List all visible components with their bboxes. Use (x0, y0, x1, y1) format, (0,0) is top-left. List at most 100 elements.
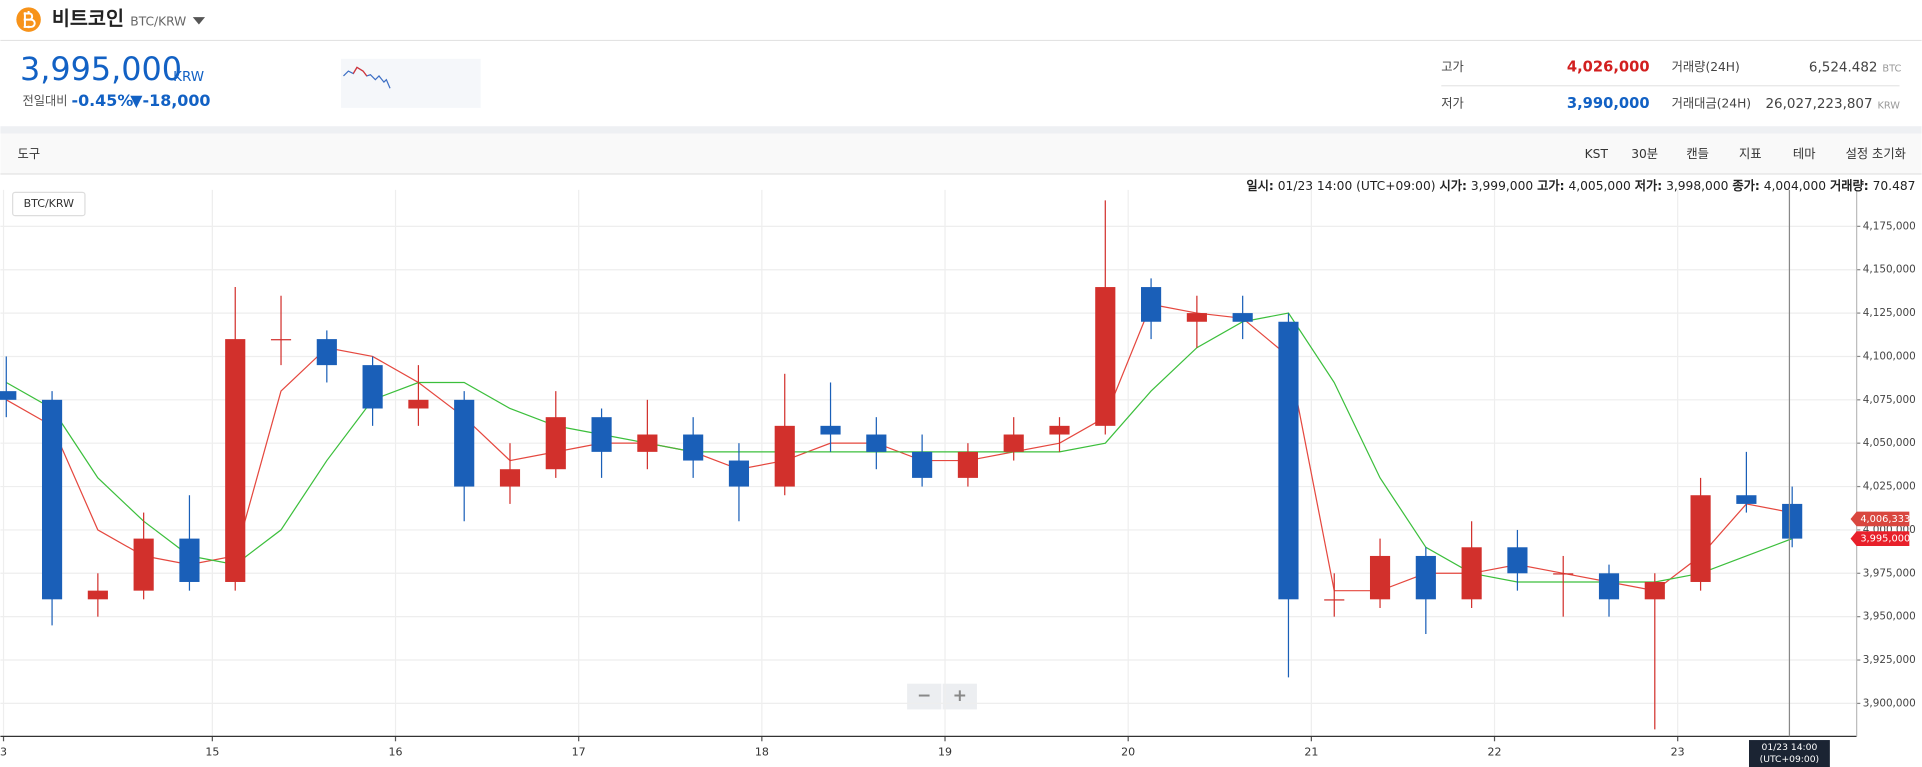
x-tick-label: 22 (1488, 745, 1502, 758)
candle-body (408, 399, 429, 409)
candle-body (1186, 313, 1207, 322)
zoom-out[interactable] (907, 683, 942, 710)
coin-symbol (23, 11, 36, 29)
candle-body (1141, 287, 1162, 322)
candle-body (179, 538, 200, 582)
price: 3,995,000 (20, 50, 182, 88)
coin-name: 비트코인 (52, 7, 124, 30)
candle-body (1461, 547, 1482, 600)
candle-body (545, 417, 566, 470)
plot: 3,900,000 3,925,000 3,950,000 3,975,000 4,00… (0, 178, 1916, 767)
x-tick-label: 19 (938, 745, 952, 758)
candle-body (225, 339, 246, 582)
price-tag (1850, 531, 1910, 546)
symbol-label: BTC/KRW (24, 197, 74, 210)
info-label: 종가: (1732, 178, 1759, 193)
y-tick-label: 4,100,000 (1863, 350, 1916, 362)
candle-body (1049, 425, 1070, 435)
candle-body (270, 339, 292, 341)
candle-body (637, 434, 658, 452)
symbol-box (12, 191, 86, 217)
candle-body (362, 365, 383, 409)
candle-body (87, 590, 108, 600)
candle-body (1598, 573, 1620, 600)
candle-body (499, 469, 521, 487)
info-value: 70.487 (1873, 179, 1916, 193)
candle-body (1736, 495, 1757, 504)
volume-unit: BTC (1882, 64, 1901, 75)
y-tick-label: 3,950,000 (1863, 611, 1916, 623)
high-label: 고가 (1441, 60, 1464, 74)
x-tick-label: 3 (0, 745, 7, 758)
candle-body (1644, 581, 1665, 600)
candle-body (1324, 599, 1345, 601)
price-tag-label: 3,995,000 (1860, 534, 1910, 545)
y-tick-label: 3,900,000 (1863, 697, 1916, 709)
price-unit: KRW (173, 69, 204, 85)
y-tick-label: 4,025,000 (1863, 481, 1916, 493)
y-tick-label: 4,125,000 (1863, 307, 1916, 319)
reset-button[interactable]: 설정 초기화 (1846, 147, 1906, 161)
candle-body (1782, 503, 1803, 539)
zoom-in[interactable] (942, 683, 977, 710)
candle-body (316, 339, 337, 366)
dropdown-arrow[interactable] (192, 17, 206, 25)
crosshair-label: (UTC+09:00) (1760, 754, 1819, 765)
shadow (0, 126, 1922, 134)
y-tick-label: 4,150,000 (1863, 264, 1916, 276)
sparkline (343, 66, 391, 89)
zoom-out-label: − (917, 686, 931, 706)
toolbar-item[interactable]: 테마 (1793, 147, 1816, 161)
candle-body (957, 451, 978, 478)
candle-body (1278, 321, 1299, 600)
candle-body (1095, 287, 1116, 426)
info-value: 01/23 14:00 (UTC+09:00) (1278, 179, 1436, 193)
info-value: 4,005,000 (1568, 179, 1630, 193)
price-tag (1850, 511, 1910, 527)
y-tick-label: 4,075,000 (1863, 394, 1916, 406)
change-abs: ▼-18,000 (130, 91, 210, 110)
x-tick-label: 16 (388, 745, 402, 758)
tools-menu[interactable]: 도구 (18, 147, 41, 161)
info-label: 시가: (1439, 178, 1466, 193)
candle-body (591, 417, 612, 452)
volume-label: 거래량(24H) (1672, 60, 1740, 74)
info-label: 고가: (1537, 178, 1564, 193)
amount-unit: KRW (1877, 100, 1900, 111)
candle-body (1690, 495, 1711, 582)
candle-body (41, 399, 63, 600)
y-tick-label: 3,925,000 (1863, 654, 1916, 666)
x-tick-label: 21 (1304, 745, 1318, 758)
amount: 26,027,223,807 (1765, 96, 1872, 112)
sparkline-up (352, 66, 368, 77)
toolbar-item[interactable]: 지표 (1739, 147, 1762, 161)
info-label: 저가: (1635, 178, 1662, 193)
candle-body (1003, 434, 1024, 452)
candle-body (133, 538, 154, 591)
pair[interactable]: BTC/KRW (130, 15, 186, 29)
toolbar-item[interactable]: 30분 (1631, 147, 1658, 161)
candle-body (683, 434, 704, 461)
candle-body (1507, 547, 1528, 574)
zoom-in-label: + (953, 686, 967, 706)
ohlc-info: 일시: 01/23 14:00 (UTC+09:00) 시가: 3,999,00… (1246, 178, 1915, 193)
candle-body (866, 434, 887, 452)
moving-average (5, 312, 1793, 583)
toolbar-item[interactable]: 캔들 (1686, 147, 1709, 161)
x-tick-label: 18 (755, 745, 769, 758)
sparkline-box (341, 58, 481, 108)
crosshair-label-box (1748, 740, 1830, 767)
candle-body (454, 399, 475, 487)
change-label: 전일대비 (22, 94, 67, 108)
high: 4,026,000 (1567, 58, 1650, 75)
crosshair-label: 01/23 14:00 (1762, 742, 1818, 753)
info-value: 3,999,000 (1471, 179, 1533, 193)
volume: 6,524.482 (1809, 59, 1878, 75)
candle-body (1232, 313, 1253, 322)
candle-body (1369, 555, 1391, 600)
candle-body (1553, 573, 1574, 575)
candle-body (912, 451, 933, 478)
y-tick-label: 4,050,000 (1863, 437, 1916, 449)
low: 3,990,000 (1567, 95, 1650, 112)
toolbar-item[interactable]: KST (1585, 147, 1609, 161)
